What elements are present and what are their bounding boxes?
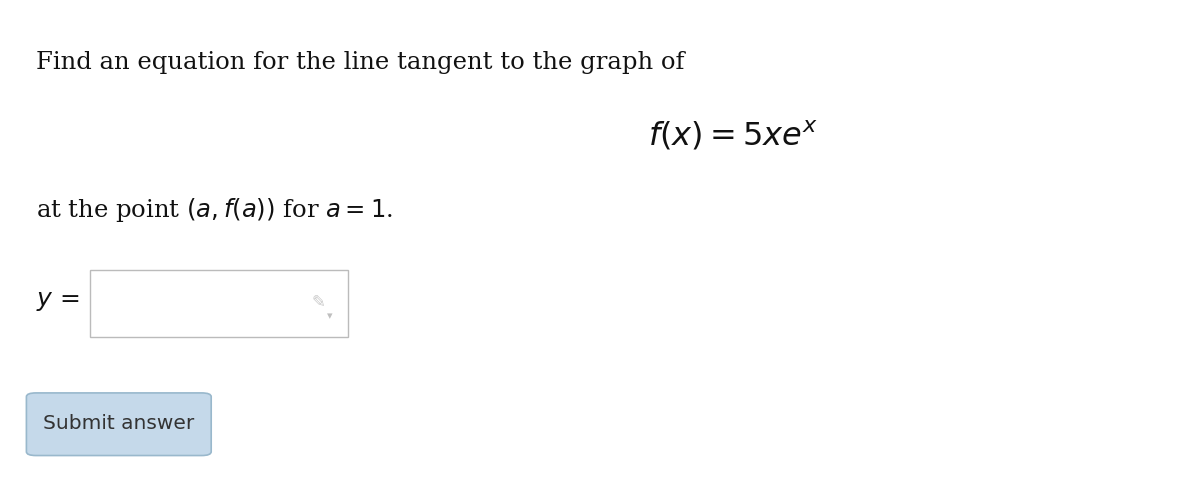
Text: $\mathit{y}$ =: $\mathit{y}$ =	[36, 290, 79, 313]
Text: ▾: ▾	[328, 312, 332, 321]
Text: Submit answer: Submit answer	[43, 414, 194, 434]
Text: $\mathit{f}(\mathit{x}) = 5\mathit{x}e^{\mathit{x}}$: $\mathit{f}(\mathit{x}) = 5\mathit{x}e^{…	[648, 120, 818, 153]
FancyBboxPatch shape	[90, 270, 348, 337]
Text: Find an equation for the line tangent to the graph of: Find an equation for the line tangent to…	[36, 51, 684, 74]
Text: at the point $(\mathit{a}, \mathit{f}(\mathit{a}))$ for $\mathit{a} = 1$.: at the point $(\mathit{a}, \mathit{f}(\m…	[36, 196, 392, 224]
Text: ✎: ✎	[311, 293, 325, 311]
FancyBboxPatch shape	[26, 393, 211, 456]
